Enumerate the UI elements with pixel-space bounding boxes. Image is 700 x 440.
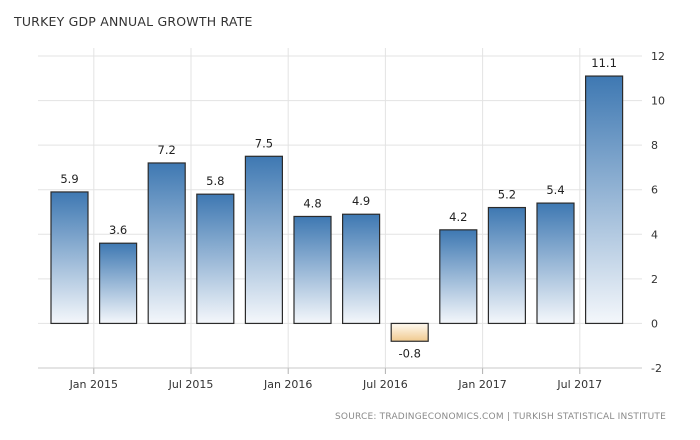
x-tick-label: Jan 2016 [263,378,312,391]
bar [50,191,89,325]
x-tick-label: Jan 2017 [457,378,506,391]
data-label: -0.8 [398,346,420,360]
y-tick-label: 0 [651,317,658,330]
x-tick-label: Jul 2015 [168,378,214,391]
x-tick-label: Jul 2016 [362,378,408,391]
bar [536,202,575,325]
y-tick-label: 10 [651,95,665,108]
y-axis: -2 0 2 4 6 8 10 12 [651,50,665,375]
y-tick-label: 4 [651,228,658,241]
bar [584,75,624,325]
data-label: 5.4 [546,183,564,197]
bar [98,242,138,325]
x-axis: Jan 2015 Jul 2015 Jan 2016 Jul 2016 Jan 2017… [38,367,642,391]
bar [244,155,283,325]
data-label: 7.5 [255,136,273,150]
y-tick-label: 12 [651,50,665,63]
data-label: 7.2 [158,143,176,157]
bar [196,193,235,325]
x-tick-label: Jan 2015 [69,378,118,391]
data-label: 5.8 [206,174,224,188]
data-labels: 5.9 3.6 7.2 5.8 7.5 4.8 4.9 -0.8 4.2 5.2 5.4 11.1 [60,56,617,360]
data-label: 11.1 [591,56,617,70]
y-tick-label: 2 [651,273,658,286]
data-label: 3.6 [109,223,127,237]
data-label: 4.8 [303,196,321,210]
bar [147,162,186,325]
y-tick-label: 8 [651,139,658,152]
data-label: 5.2 [498,188,516,202]
data-label: 5.9 [60,172,78,186]
bar [293,215,332,325]
bar [487,206,526,325]
chart-title: TURKEY GDP ANNUAL GROWTH RATE [14,14,253,29]
data-label: 4.2 [449,210,467,224]
y-tick-label: 6 [651,184,658,197]
bar [342,213,381,325]
bars [50,75,624,342]
source-note: SOURCE: TRADINGECONOMICS.COM | TURKISH S… [335,412,666,422]
bar [439,229,478,325]
data-label: 4.9 [352,194,370,208]
y-tick-label: -2 [651,362,662,375]
x-tick-label: Jul 2017 [556,378,602,391]
bar [390,322,429,342]
